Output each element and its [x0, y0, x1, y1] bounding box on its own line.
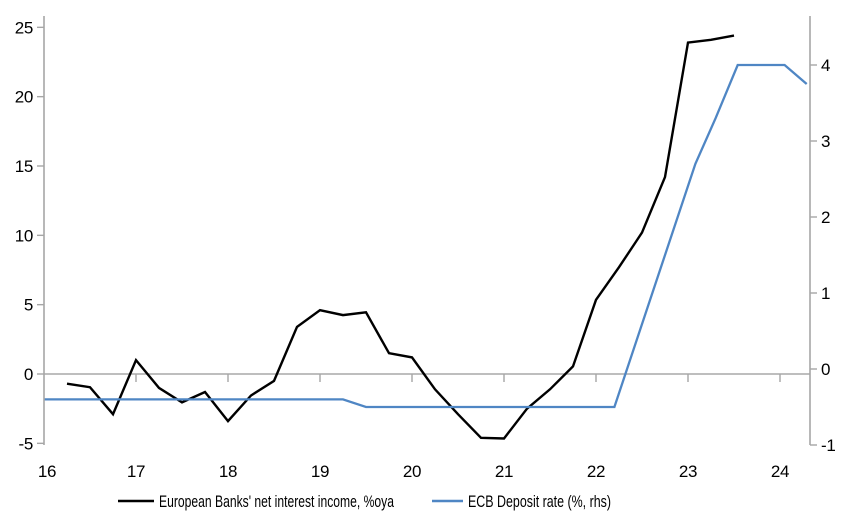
right-axis-tick-label: 1 [821, 284, 830, 303]
x-axis-tick-label: 24 [771, 462, 789, 481]
x-axis-tick-label: 17 [127, 462, 145, 481]
right-axis-tick-label: 0 [821, 360, 830, 379]
grid-layer [44, 373, 810, 382]
x-axis-tick-label: 20 [403, 462, 421, 481]
right-axis-tick-label: -1 [821, 436, 836, 455]
right-axis-tick-label: 3 [821, 132, 830, 151]
x-axis-tick-label: 18 [219, 462, 237, 481]
x-axis-tick-label: 16 [38, 462, 56, 481]
left-axis-tick-label: -5 [18, 434, 33, 453]
legend: European Banks' net interest income, %oy… [118, 492, 611, 511]
x-axis-tick-label: 23 [679, 462, 697, 481]
left-axis-tick-label: 0 [24, 365, 33, 384]
x-axis-tick-label: 21 [495, 462, 513, 481]
series-layer [44, 34, 808, 440]
x-axis-tick-label: 22 [587, 462, 605, 481]
left-axis-tick-label: 15 [15, 157, 33, 176]
left-axis-tick-label: 5 [24, 296, 33, 315]
right-axis-tick-label: 2 [821, 208, 830, 227]
left-axis-tick-label: 25 [15, 18, 33, 37]
series-line-ecb-deposit-rate [44, 63, 808, 409]
left-axis-tick-label: 20 [15, 88, 33, 107]
left-axis-tick-label: 10 [15, 226, 33, 245]
legend-label-ecb: ECB Deposit rate (%, rhs) [468, 492, 611, 511]
legend-label-nii: European Banks' net interest income, %oy… [159, 492, 394, 511]
right-axis-tick-label: 4 [821, 56, 830, 75]
series-line-net-interest-income [66, 34, 735, 440]
x-axis-tick-label: 19 [311, 462, 329, 481]
